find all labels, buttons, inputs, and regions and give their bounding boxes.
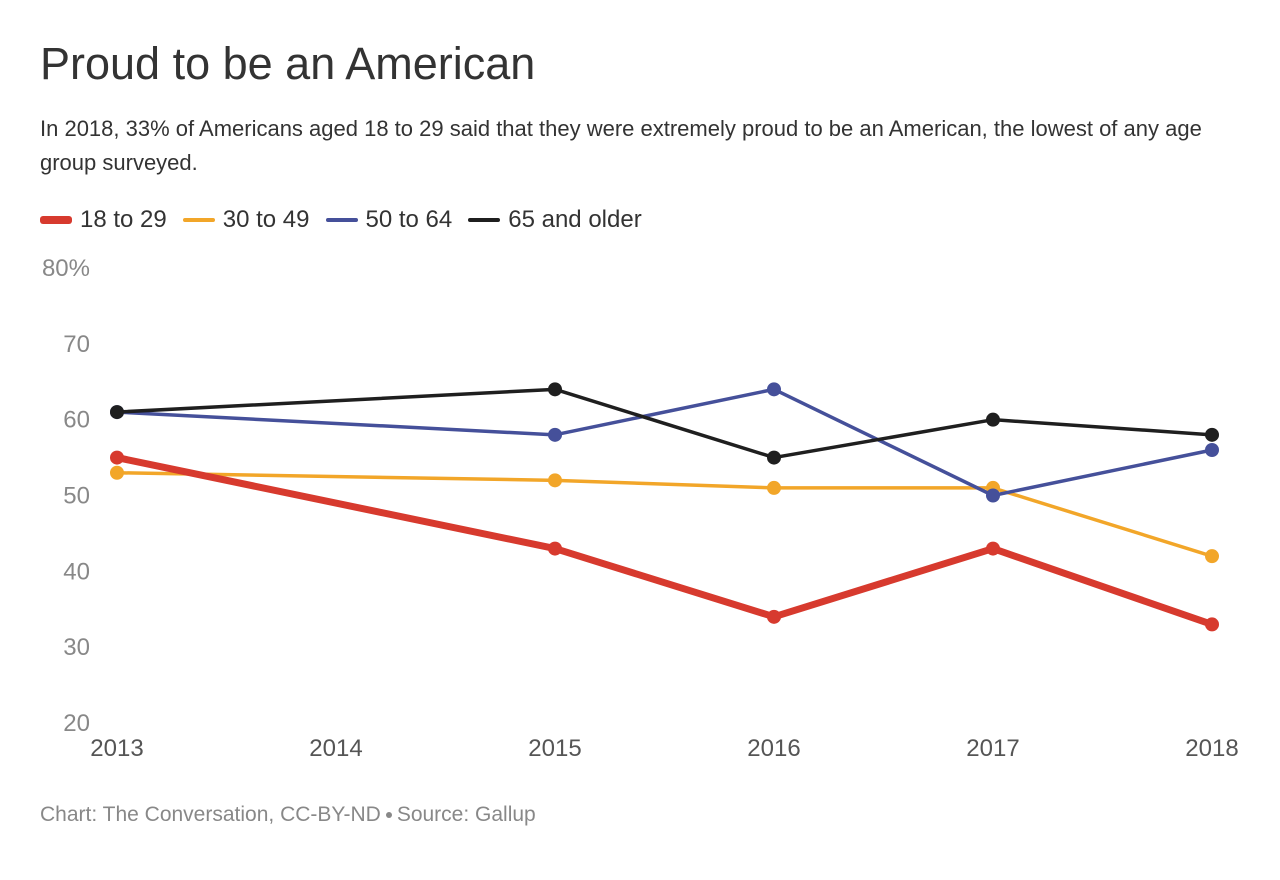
data-point-65-and-older — [1205, 427, 1219, 442]
data-point-30-to-49 — [110, 465, 124, 480]
data-point-50-to-64 — [548, 427, 562, 442]
y-tick-label: 50 — [63, 483, 90, 510]
legend-item-65-and-older: 65 and older — [468, 206, 642, 234]
data-point-65-and-older — [767, 450, 781, 465]
data-point-18-to-29 — [1205, 617, 1219, 632]
data-point-30-to-49 — [548, 473, 562, 488]
data-point-30-to-49 — [767, 480, 781, 495]
legend-label: 30 to 49 — [222, 206, 310, 233]
series-line-65-and-older — [115, 387, 1214, 460]
legend-swatch — [468, 218, 501, 222]
data-point-18-to-29 — [767, 609, 781, 624]
x-tick-label: 2013 — [90, 735, 143, 762]
data-point-65-and-older — [110, 405, 124, 420]
y-tick-label: 30 — [63, 634, 90, 661]
data-point-18-to-29 — [548, 541, 562, 556]
legend-swatch — [325, 218, 358, 222]
series-65-and-older — [110, 382, 1219, 465]
x-tick-label: 2014 — [309, 735, 362, 762]
x-tick-label: 2016 — [747, 735, 800, 762]
legend-swatch — [40, 216, 72, 224]
legend-label: 65 and older — [508, 206, 642, 233]
y-tick-label: 20 — [63, 710, 90, 737]
legend-item-18-to-29: 18 to 29 — [40, 206, 167, 234]
data-point-65-and-older — [986, 412, 1000, 427]
x-tick-label: 2018 — [1185, 735, 1238, 762]
chart-footer: Chart: The Conversation, CC-BY-ND Source:… — [40, 803, 536, 827]
y-tick-label: 60 — [63, 407, 90, 434]
data-point-18-to-29 — [110, 450, 124, 465]
legend-swatch — [182, 218, 215, 222]
x-tick-label: 2017 — [966, 735, 1019, 762]
data-point-50-to-64 — [986, 488, 1000, 503]
legend-item-30-to-49: 30 to 49 — [182, 206, 310, 234]
chart-subtitle: In 2018, 33% of Americans aged 18 to 29 … — [40, 116, 1202, 175]
data-point-18-to-29 — [986, 541, 1000, 556]
series-30-to-49 — [110, 465, 1219, 564]
series-18-to-29 — [110, 450, 1219, 632]
chart-credit: Chart: The Conversation, CC-BY-ND — [40, 803, 381, 826]
chart-source: Source: Gallup — [396, 803, 536, 826]
chart-title: Proud to be an American — [40, 38, 536, 89]
separator-dot-icon — [385, 812, 392, 819]
y-tick-label: 80% — [42, 255, 90, 282]
legend-label: 18 to 29 — [80, 206, 167, 233]
y-tick-label: 70 — [63, 331, 90, 358]
legend: 18 to 29 30 to 49 50 to 64 65 and older — [40, 206, 658, 234]
legend-label: 50 to 64 — [365, 206, 453, 233]
data-point-50-to-64 — [1205, 443, 1219, 457]
data-point-50-to-64 — [767, 382, 781, 397]
x-tick-label: 2015 — [528, 735, 581, 762]
data-point-30-to-49 — [1205, 549, 1219, 564]
legend-item-50-to-64: 50 to 64 — [325, 206, 453, 234]
y-tick-label: 40 — [63, 558, 90, 585]
data-point-65-and-older — [548, 382, 562, 397]
